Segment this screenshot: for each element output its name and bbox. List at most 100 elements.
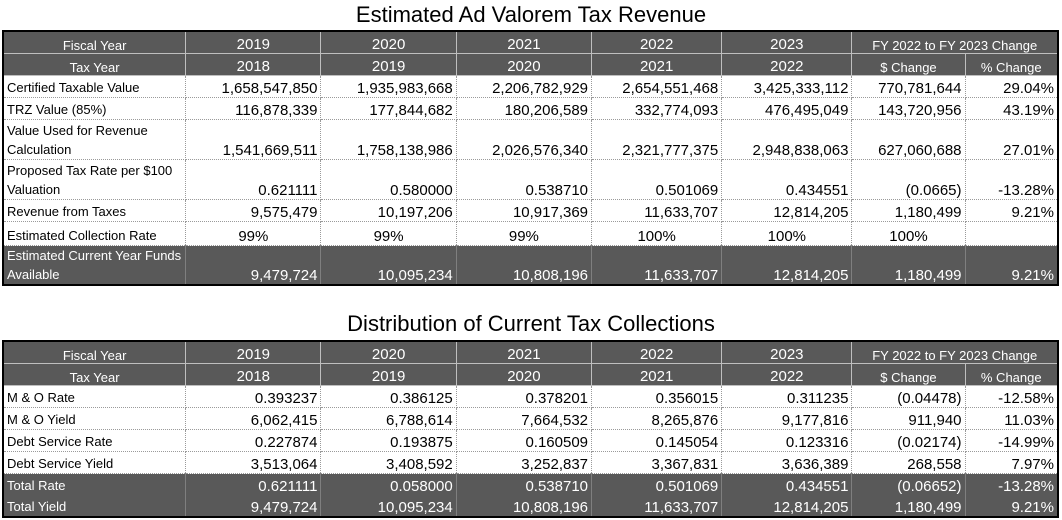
revenue-table: Fiscal Year 2019 2020 2021 2022 2023 FY 2022 t… [2,30,1059,286]
value-cell: 3,367,831 [591,451,723,474]
value-cell: 332,774,093 [591,97,723,120]
value-cell: 9,575,479 [185,199,322,222]
row-label: M & O Rate [3,385,187,408]
pct-change-cell: 27.01% [965,119,1059,160]
fiscal-year-cell: 2023 [721,31,853,54]
value-cell: 0.434551 [721,159,853,200]
change-header: FY 2022 to FY 2023 Change [851,31,1059,54]
table-row: Estimated Current Year Funds Available 9,… [3,245,1059,285]
value-cell: 10,095,234 [320,495,457,517]
value-cell: 0.378201 [456,385,593,408]
value-cell: 0.501069 [591,473,723,495]
pct-change-cell: -13.28% [965,473,1059,495]
dollar-change-cell: 770,781,644 [851,75,966,98]
value-cell: 1,541,669,511 [185,119,322,160]
tax-year-cell: 2021 [591,363,723,386]
tax-year-cell: 2019 [320,53,457,76]
value-cell: 11,633,707 [591,495,723,517]
table-row: TRZ Value (85%) 116,878,339 177,844,682 180… [3,97,1059,120]
pct-change-cell: -13.28% [965,159,1059,200]
value-cell: 0.311235 [721,385,853,408]
value-cell: 0.145054 [591,429,723,452]
tax-year-label: Tax Year [3,53,187,76]
fiscal-year-label: Fiscal Year [3,341,187,364]
row-label: Total Rate [3,473,187,495]
value-cell: 0.501069 [591,159,723,200]
dollar-change-cell: 1,180,499 [851,495,966,517]
value-cell: 10,197,206 [320,199,457,222]
fiscal-year-cell: 2023 [721,341,853,364]
value-cell: 99% [185,221,322,246]
table-row: M & O Yield 6,062,415 6,788,614 7,664,532 8,… [3,407,1059,430]
value-cell: 0.227874 [185,429,322,452]
dollar-change-cell: (0.04478) [851,385,966,408]
row-label: M & O Yield [3,407,187,430]
dollar-change-label: $ Change [851,363,966,386]
header-row-tax: Tax Year 2018 2019 2020 2021 2022 $ Change% Ch… [3,363,1059,386]
value-cell: 100% [721,221,853,246]
dollar-change-cell: (0.02174) [851,429,966,452]
value-cell: 6,062,415 [185,407,322,430]
table-row: M & O Rate 0.393237 0.386125 0.378201 0.3560… [3,385,1059,408]
value-cell: 0.193875 [320,429,457,452]
value-cell: 12,814,205 [721,199,853,222]
change-header: FY 2022 to FY 2023 Change [851,341,1059,364]
dollar-change-cell: (0.0665) [851,159,966,200]
value-cell: 2,026,576,340 [456,119,593,160]
value-cell: 0.393237 [185,385,322,408]
pct-change-label: % Change [965,53,1059,76]
pct-change-cell: 7.97% [965,451,1059,474]
pct-change-cell: 9.21% [965,199,1059,222]
table-row: Debt Service Yield 3,513,064 3,408,592 3,25… [3,451,1059,474]
row-label: Value Used for Revenue Calculation [3,119,187,160]
pct-change-label: % Change [965,363,1059,386]
row-label: Total Yield [3,495,187,517]
dollar-change-cell: 143,720,956 [851,97,966,120]
value-cell: 11,633,707 [591,245,723,285]
fiscal-year-cell: 2019 [185,341,322,364]
pct-change-cell: -14.99% [965,429,1059,452]
value-cell: 12,814,205 [721,495,853,517]
value-cell: 0.160509 [456,429,593,452]
fiscal-year-cell: 2021 [456,341,593,364]
value-cell: 177,844,682 [320,97,457,120]
pct-change-cell: -12.58% [965,385,1059,408]
value-cell: 6,788,614 [320,407,457,430]
value-cell: 8,265,876 [591,407,723,430]
table2-title: Distribution of Current Tax Collections [347,311,715,336]
dollar-change-cell: 627,060,688 [851,119,966,160]
pct-change-cell: 9.21% [965,245,1059,285]
header-row-fiscal: Fiscal Year 2019 2020 2021 2022 2023 FY 2022 t… [3,31,1059,54]
value-cell: 1,758,138,986 [320,119,457,160]
tax-year-cell: 2019 [320,363,457,386]
fiscal-year-cell: 2022 [591,31,723,54]
value-cell: 0.580000 [320,159,457,200]
dollar-change-cell: 1,180,499 [851,199,966,222]
table-row: Proposed Tax Rate per $100 Valuation 0.62… [3,159,1059,200]
value-cell: 99% [456,221,593,246]
table-row: Estimated Collection Rate 99% 99% 99% 100% 10… [3,221,1059,246]
table-row: Debt Service Rate 0.227874 0.193875 0.16050… [3,429,1059,452]
fiscal-year-cell: 2020 [320,341,457,364]
dollar-change-cell: (0.06652) [851,473,966,495]
tax-year-cell: 2020 [456,363,593,386]
value-cell: 1,935,983,668 [320,75,457,98]
fiscal-year-label: Fiscal Year [3,31,187,54]
pct-change-cell: 9.21% [965,495,1059,517]
value-cell: 0.538710 [456,473,593,495]
tax-year-cell: 2018 [185,363,322,386]
value-cell: 3,408,592 [320,451,457,474]
dollar-change-cell: 268,558 [851,451,966,474]
table-row: Certified Taxable Value 1,658,547,850 1,93… [3,75,1059,98]
value-cell: 12,814,205 [721,245,853,285]
row-label: Estimated Collection Rate [3,221,187,246]
tax-year-cell: 2021 [591,53,723,76]
value-cell: 100% [591,221,723,246]
tax-year-cell: 2022 [721,53,853,76]
value-cell: 1,658,547,850 [185,75,322,98]
dollar-change-cell: 100% [851,221,966,246]
dollar-change-cell: 911,940 [851,407,966,430]
table-row: Value Used for Revenue Calculation 1,541,… [3,119,1059,160]
distribution-table: Fiscal Year 2019 2020 2021 2022 2023 FY 2022 t… [2,340,1059,518]
pct-change-cell: 43.19% [965,97,1059,120]
